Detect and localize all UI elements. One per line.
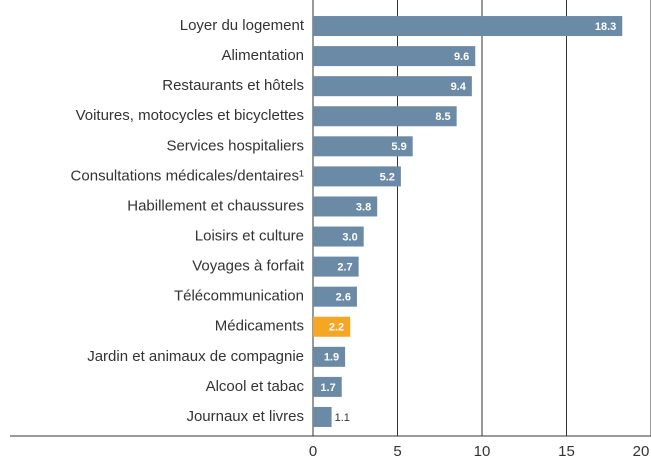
value-label: 3.0 <box>342 231 357 243</box>
value-label: 1.1 <box>335 412 350 424</box>
bar <box>313 76 472 97</box>
value-label: 2.6 <box>336 292 351 304</box>
y-tick-label: Services hospitaliers <box>166 137 304 154</box>
x-tick-label: 0 <box>309 443 317 460</box>
y-tick-label: Journaux et livres <box>186 408 304 425</box>
bar <box>313 16 623 37</box>
y-tick-label: Alcool et tabac <box>206 378 305 395</box>
bar <box>313 406 332 427</box>
y-tick-label: Jardin et animaux de compagnie <box>87 348 304 365</box>
bar <box>313 316 351 337</box>
x-tick-label: 20 <box>633 443 650 460</box>
value-label: 1.9 <box>324 352 339 364</box>
value-label: 18.3 <box>595 21 616 33</box>
y-tick-label: Restaurants et hôtels <box>162 77 304 94</box>
bar <box>313 46 476 67</box>
bar <box>313 286 357 307</box>
y-tick-label: Voitures, motocycles et bicyclettes <box>76 107 304 124</box>
value-label: 1.7 <box>320 382 335 394</box>
value-label: 2.7 <box>337 262 352 274</box>
y-tick-label: Consultations médicales/dentaires¹ <box>71 167 304 184</box>
x-tick-label: 15 <box>558 443 575 460</box>
value-label: 8.5 <box>435 111 450 123</box>
bar <box>313 136 413 157</box>
bar <box>313 196 378 217</box>
bar <box>313 346 346 367</box>
y-tick-label: Loisirs et culture <box>195 228 304 245</box>
value-label: 9.4 <box>451 81 467 93</box>
y-tick-label: Voyages à forfait <box>192 258 305 275</box>
bar <box>313 166 401 187</box>
value-label: 5.9 <box>391 141 406 153</box>
value-label: 3.8 <box>356 201 371 213</box>
y-tick-label: Alimentation <box>221 47 304 64</box>
bar <box>313 106 457 127</box>
bar <box>313 256 359 277</box>
x-tick-label: 10 <box>474 443 491 460</box>
y-tick-label: Télécommunication <box>174 288 304 305</box>
bar <box>313 376 342 397</box>
value-label: 5.2 <box>380 171 395 183</box>
value-label: 2.2 <box>329 322 344 334</box>
x-tick-label: 5 <box>393 443 401 460</box>
y-tick-label: Loyer du logement <box>180 17 305 34</box>
value-label: 9.6 <box>454 51 469 63</box>
bar <box>313 226 364 247</box>
y-tick-label: Habillement et chaussures <box>127 197 304 214</box>
y-tick-label: Médicaments <box>215 318 304 335</box>
